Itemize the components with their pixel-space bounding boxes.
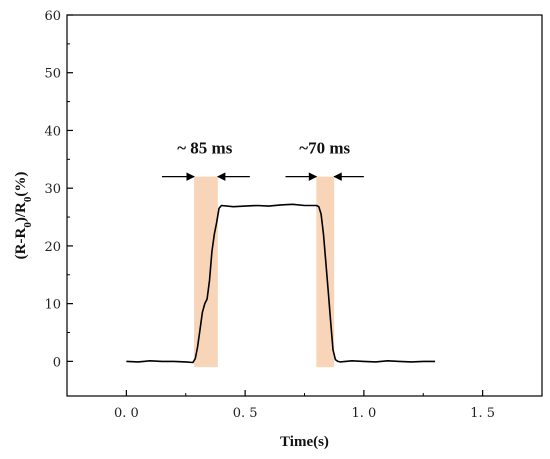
shaded-region — [194, 176, 218, 368]
y-axis-title-part: )/R — [13, 202, 29, 222]
y-tick-label: 20 — [44, 240, 61, 255]
y-tick-label: 0 — [53, 355, 61, 370]
x-tick-label: 0. 0 — [114, 406, 139, 421]
annotations-layer: ~ 85 ms ~70 ms — [177, 139, 350, 158]
y-axis-title-part: (%) — [13, 172, 29, 197]
axis-ticks: 0 10 20 30 40 50 60 0. 0 0. 5 1. 0 1. 5 — [44, 9, 495, 421]
x-axis-title: Time(s) — [280, 434, 329, 450]
series-line — [126, 203, 436, 364]
series-layer — [126, 203, 436, 364]
duration-annotation: ~ 85 ms — [177, 139, 233, 158]
x-tick-label: 1. 5 — [470, 406, 495, 421]
x-tick-label: 1. 0 — [351, 406, 376, 421]
duration-annotation: ~70 ms — [299, 139, 350, 158]
y-tick-label: 30 — [44, 182, 61, 197]
y-axis-title-subscript: 0 — [22, 196, 34, 202]
y-tick-label: 50 — [44, 67, 61, 82]
y-axis-title: (R-R0)/R0(%) — [13, 172, 34, 260]
y-tick-label: 40 — [44, 124, 61, 139]
x-tick-label: 0. 5 — [233, 406, 258, 421]
y-axis-title-subscript: 0 — [22, 222, 34, 228]
y-tick-label: 60 — [44, 9, 61, 24]
y-axis-title-part: (R-R — [13, 228, 29, 260]
y-tick-label: 10 — [44, 298, 61, 313]
